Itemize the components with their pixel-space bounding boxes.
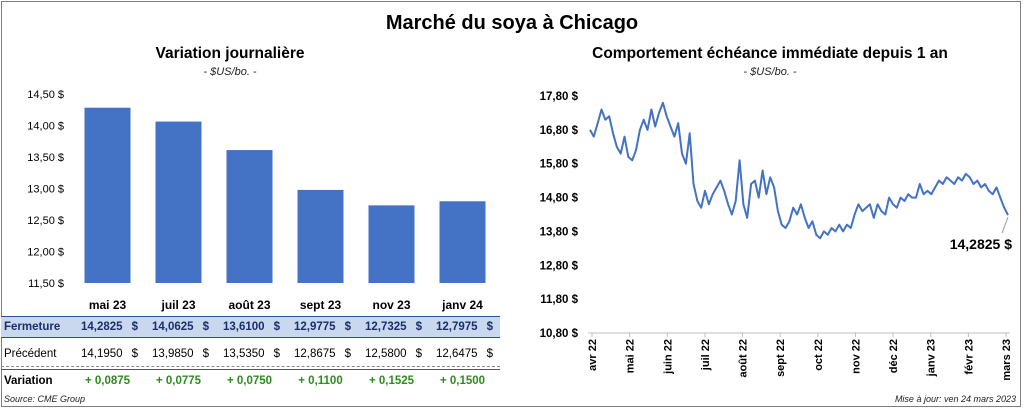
x-tick-label: juil 22 [700, 339, 712, 371]
page-title: Marché du soya à Chicago [385, 12, 639, 34]
y-tick-label: 11,50 $ [28, 278, 64, 290]
x-tick-label: janv 24 [441, 298, 483, 312]
table-cell: 14,0625 $ [152, 321, 209, 333]
table-row-precedent: Précédent 14,1950 $ 13,9850 $ 13,5350 $ 12,… [1, 343, 500, 365]
last-value-label: 14,2825 $ [950, 236, 1012, 252]
left-chart-title: Variation journalière [155, 45, 305, 62]
row-label: Fermeture [4, 321, 61, 333]
table-cell: + 0,0875 [84, 374, 131, 387]
x-tick-label: oct 22 [813, 339, 825, 371]
row-label: Variation [4, 374, 53, 387]
table-cell: 12,7975 $ [436, 321, 493, 333]
y-tick-label: 12,00 $ [27, 247, 64, 259]
table-cell: + 0,0750 [226, 374, 273, 387]
y-tick-label: 12,80 $ [540, 260, 579, 272]
table-cell: 13,9850 $ [152, 348, 209, 360]
y-tick-label: 13,80 $ [540, 226, 579, 238]
x-tick-label: déc 22 [888, 339, 900, 373]
x-tick-label: sept 22 [775, 339, 787, 377]
table-cell: 12,9775 $ [294, 321, 351, 333]
bar [226, 150, 273, 283]
table-cell: 14,1950 $ [81, 348, 138, 360]
table-cell: 13,5350 $ [223, 348, 280, 360]
x-tick-label: août 23 [228, 298, 270, 312]
y-tick-label: 15,80 $ [540, 159, 579, 171]
table-cell: 12,5800 $ [365, 348, 422, 360]
y-tick-label: 13,00 $ [27, 184, 64, 196]
x-tick-label: mai 23 [89, 298, 127, 312]
x-tick-label: mars 23 [1001, 339, 1013, 381]
x-tick-label: juin 22 [662, 339, 674, 375]
x-tick-label: juil 23 [160, 298, 195, 312]
y-tick-label: 10,80 $ [540, 328, 579, 340]
y-tick-label: 12,50 $ [27, 215, 64, 227]
y-tick-label: 11,80 $ [540, 294, 578, 306]
bar [368, 205, 415, 283]
table-cell: 13,6100 $ [223, 321, 280, 333]
y-tick-label: 14,00 $ [27, 121, 64, 133]
table-cell: + 0,1525 [368, 374, 415, 387]
x-tick-label: nov 22 [850, 339, 862, 374]
x-tick-label: avr 22 [587, 339, 599, 371]
last-value-leader [1001, 216, 1009, 234]
x-tick-label: août 22 [738, 339, 750, 378]
table-cell: + 0,1500 [439, 374, 486, 387]
source-note: Source: CME Group [4, 394, 86, 404]
table-row-variation: Variation + 0,0875 + 0,0775 + 0,0750 + 0… [1, 369, 500, 391]
series-line [589, 101, 1009, 240]
table-cell: 12,8675 $ [294, 348, 351, 360]
table-divider [1, 366, 500, 367]
x-tick-label: févr 23 [963, 339, 975, 374]
bar-chart: 11,50 $ 12,00 $ 12,50 $ 13,00 $ 13,50 $ 14,00… [27, 89, 486, 312]
row-label: Précédent [4, 348, 57, 360]
left-chart-unit: - $US/bo. - [203, 66, 257, 78]
bar [84, 107, 131, 283]
y-tick-label: 14,80 $ [540, 193, 579, 205]
update-note: Mise à jour: ven 24 mars 2023 [894, 394, 1016, 404]
y-tick-label: 13,50 $ [27, 152, 64, 164]
x-tick-label: mai 22 [625, 339, 637, 373]
y-tick-label: 14,50 $ [27, 89, 64, 101]
bar [155, 121, 202, 283]
x-tick-label: nov 23 [372, 298, 410, 312]
bar [439, 201, 486, 283]
x-tick-label: sept 23 [300, 298, 342, 312]
y-tick-label: 17,80 $ [540, 91, 579, 103]
table-cell: 12,6475 $ [436, 348, 493, 360]
x-tick-label: janv 23 [926, 339, 938, 377]
table-cell: 14,2825 $ [81, 321, 138, 333]
right-chart-title: Comportement échéance immédiate depuis 1… [592, 45, 948, 62]
right-chart-unit: - $US/bo. - [743, 66, 797, 78]
table-row-fermeture: Fermeture 14,2825 $ 14,0625 $ 13,6100 $ 12,… [1, 316, 500, 338]
table-cell: 12,7325 $ [365, 321, 422, 333]
bar [297, 189, 344, 283]
y-tick-label: 16,80 $ [540, 125, 579, 137]
table-cell: + 0,1100 [298, 374, 343, 387]
line-chart: 10,80 $ 11,80 $ 12,80 $ 13,80 $ 14,80 $ 15,80… [540, 91, 1013, 381]
table-cell: + 0,0775 [155, 374, 202, 387]
